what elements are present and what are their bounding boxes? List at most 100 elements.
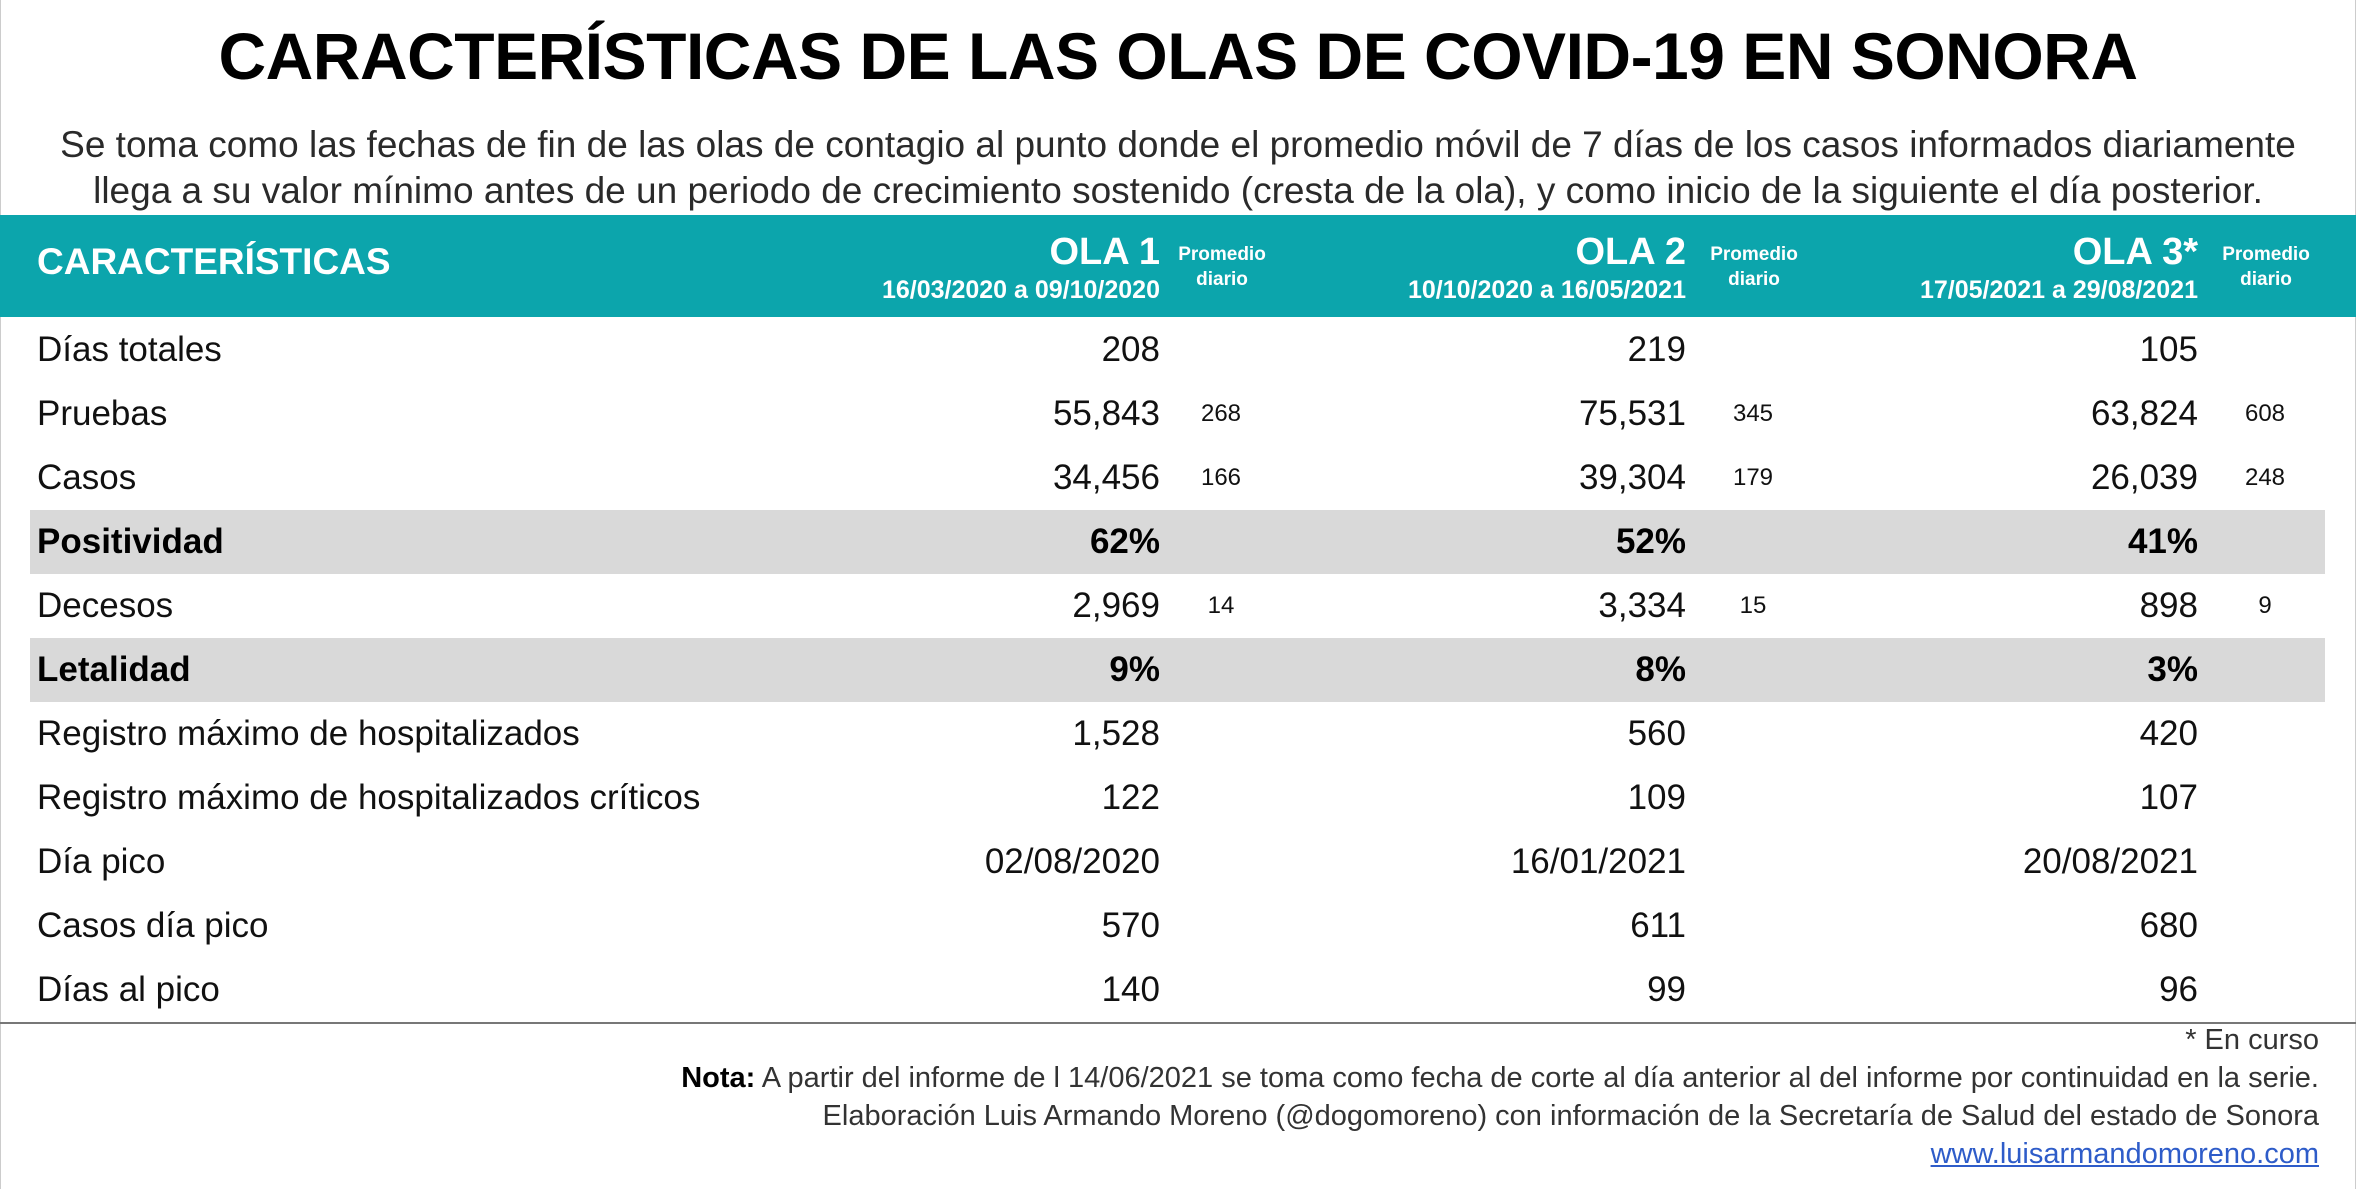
header-wave-3-range: 17/05/2021 a 29/08/2021 (1919, 276, 2198, 304)
header-avg-line1: Promedio (1178, 244, 1266, 265)
row-label: Días totales (37, 330, 222, 369)
wave-2-value: 16/01/2021 (1510, 842, 1686, 881)
wave-2-daily-average (1698, 318, 1808, 382)
table-row: Registro máximo de hospitalizados 1,528 56… (30, 702, 2325, 766)
header-wave-2-avg: Promedio diario (1698, 242, 1810, 292)
table-row: Días totales 208 219 105 (30, 318, 2325, 382)
table-row: Días al pico 140 99 96 (30, 958, 2325, 1022)
page-title: CARACTERÍSTICAS DE LAS OLAS DE COVID-19 … (218, 19, 2138, 93)
row-label: Positividad (37, 522, 224, 561)
wave-3-value: 63,824 (2090, 394, 2198, 433)
table-row: Casos 34,456 166 39,304 179 26,039 248 (30, 446, 2325, 510)
wave-3-daily-average (2210, 958, 2320, 1022)
wave-2-daily-average (1698, 766, 1808, 830)
table-row: Decesos 2,969 14 3,334 15 898 9 (30, 574, 2325, 638)
wave-3-daily-average (2210, 638, 2320, 702)
wave-2-daily-average: 15 (1739, 592, 1767, 619)
wave-3-value: 105 (2139, 330, 2198, 369)
table-header: CARACTERÍSTICAS OLA 1 16/03/2020 a 09/10… (0, 215, 2356, 317)
header-characteristics: CARACTERÍSTICAS (37, 241, 391, 282)
nota-label: Nota: (681, 1062, 756, 1094)
wave-3-daily-average (2210, 830, 2320, 894)
footer-divider (0, 1022, 2356, 1024)
header-wave-3-name: OLA 3* (2072, 231, 2198, 273)
wave-2-daily-average: 345 (1732, 400, 1774, 427)
row-label: Casos día pico (37, 906, 269, 945)
header-wave-1-name: OLA 1 (1049, 231, 1161, 273)
wave-2-daily-average (1698, 510, 1808, 574)
author-link[interactable]: www.luisarmandomoreno.com (1930, 1138, 2319, 1170)
row-label: Decesos (37, 586, 174, 625)
wave-1-value: 62% (1089, 522, 1160, 561)
table-row: Positividad 62% 52% 41% (30, 510, 2325, 574)
wave-3-daily-average (2210, 766, 2320, 830)
footnote-en-curso: * En curso (2185, 1024, 2319, 1056)
wave-1-daily-average: 166 (1200, 464, 1242, 491)
wave-2-value: 560 (1627, 714, 1686, 753)
wave-1-value: 34,456 (1052, 458, 1160, 497)
footnote-nota: Nota: A partir del informe de l 14/06/20… (681, 1062, 2319, 1095)
header-wave-1-avg: Promedio diario (1166, 242, 1278, 292)
wave-1-value: 140 (1101, 970, 1160, 1009)
wave-3-daily-average: 608 (2244, 400, 2286, 427)
wave-1-value: 55,843 (1052, 394, 1160, 433)
table-row: Letalidad 9% 8% 3% (30, 638, 2325, 702)
wave-3-daily-average (2210, 894, 2320, 958)
subtitle-line-1: Se toma como las fechas de fin de las ol… (60, 124, 2296, 165)
table-row: Pruebas 55,843 268 75,531 345 63,824 608 (30, 382, 2325, 446)
wave-3-daily-average: 9 (2258, 592, 2272, 619)
header-wave-2-name: OLA 2 (1575, 231, 1687, 273)
wave-3-value: 420 (2139, 714, 2198, 753)
left-border (0, 0, 1, 1189)
wave-2-value: 3,334 (1598, 586, 1686, 625)
wave-1-daily-average (1166, 766, 1276, 830)
row-label: Días al pico (37, 970, 220, 1009)
wave-1-value: 208 (1101, 330, 1160, 369)
wave-1-value: 122 (1101, 778, 1160, 817)
wave-1-value: 9% (1109, 650, 1160, 689)
wave-1-daily-average (1166, 318, 1276, 382)
wave-2-value: 611 (1630, 906, 1686, 945)
wave-2-value: 39,304 (1578, 458, 1686, 497)
row-label: Registro máximo de hospitalizados crític… (37, 778, 701, 817)
wave-1-daily-average: 14 (1207, 592, 1235, 619)
wave-3-value: 898 (2139, 586, 2198, 625)
header-avg-line2: diario (1728, 269, 1780, 290)
wave-2-daily-average (1698, 702, 1808, 766)
wave-2-value: 8% (1635, 650, 1686, 689)
wave-1-daily-average (1166, 894, 1276, 958)
wave-2-value: 75,531 (1578, 394, 1686, 433)
subtitle-line-2: llega a su valor mínimo antes de un peri… (93, 170, 2263, 211)
header-avg-line2: diario (1196, 269, 1248, 290)
row-label: Registro máximo de hospitalizados (37, 714, 580, 753)
wave-1-value: 02/08/2020 (984, 842, 1160, 881)
wave-3-value: 20/08/2021 (2022, 842, 2198, 881)
table-row: Día pico 02/08/2020 16/01/2021 20/08/2021 (30, 830, 2325, 894)
wave-1-daily-average (1166, 638, 1276, 702)
row-label: Letalidad (37, 650, 191, 689)
header-avg-line2: diario (2240, 269, 2292, 290)
wave-3-daily-average (2210, 510, 2320, 574)
header-wave-3-avg: Promedio diario (2210, 242, 2322, 292)
wave-3-value: 3% (2147, 650, 2198, 689)
wave-1-daily-average (1166, 510, 1276, 574)
wave-1-daily-average (1166, 702, 1276, 766)
wave-2-daily-average (1698, 638, 1808, 702)
table-row: Registro máximo de hospitalizados crític… (30, 766, 2325, 830)
wave-2-daily-average (1698, 830, 1808, 894)
credit-line: Elaboración Luis Armando Moreno (@dogomo… (822, 1100, 2319, 1132)
wave-3-value: 26,039 (2090, 458, 2198, 497)
wave-3-value: 680 (2139, 906, 2198, 945)
header-avg-line1: Promedio (2222, 244, 2310, 265)
row-label: Día pico (37, 842, 166, 881)
wave-1-value: 570 (1101, 906, 1160, 945)
wave-3-daily-average (2210, 702, 2320, 766)
wave-1-value: 1,528 (1072, 714, 1160, 753)
header-avg-line1: Promedio (1710, 244, 1798, 265)
table-row: Casos día pico 570 611 680 (30, 894, 2325, 958)
wave-3-daily-average (2210, 318, 2320, 382)
header-wave-1-range: 16/03/2020 a 09/10/2020 (881, 276, 1160, 304)
wave-2-daily-average (1698, 958, 1808, 1022)
wave-3-daily-average: 248 (2244, 464, 2286, 491)
wave-1-daily-average (1166, 958, 1276, 1022)
